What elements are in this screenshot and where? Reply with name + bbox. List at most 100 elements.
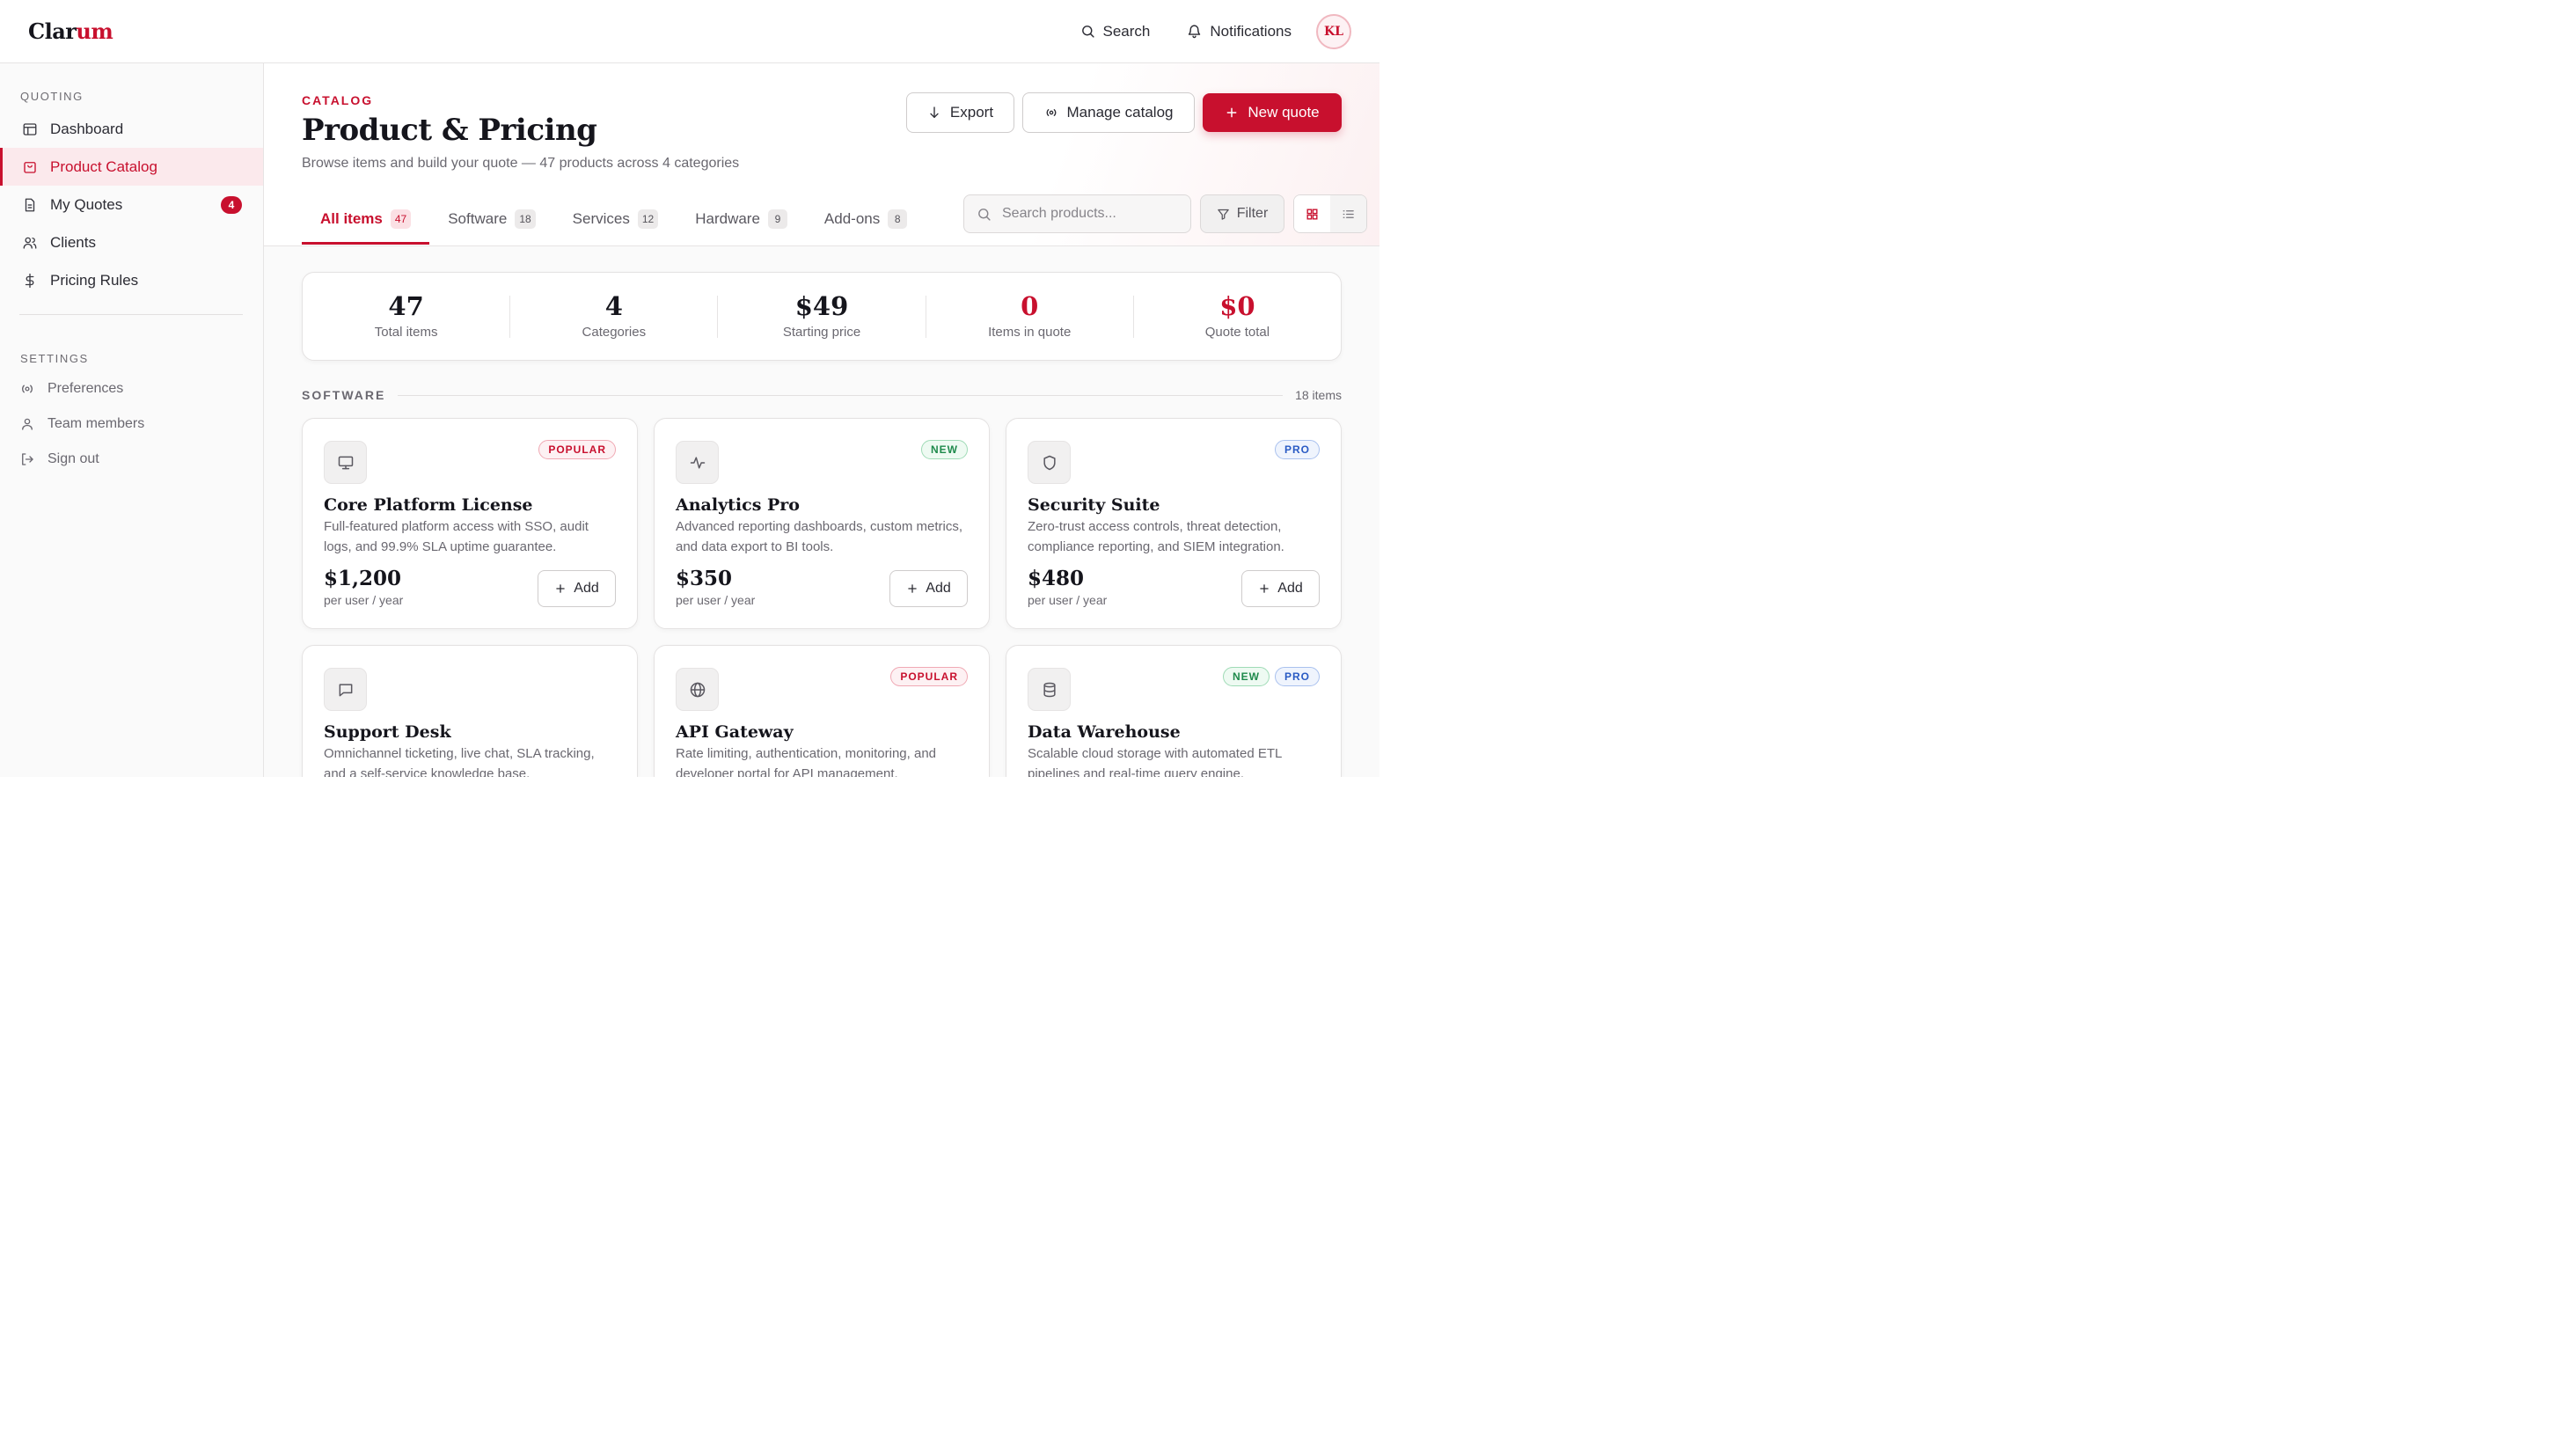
stat-label: Total items	[374, 325, 438, 340]
preferences-icon	[1046, 109, 1056, 116]
layout-icon	[23, 122, 37, 135]
filter-icon	[1217, 209, 1229, 220]
filter-button[interactable]: Filter	[1200, 194, 1284, 233]
sidebar-item-sign-out[interactable]: Sign out	[0, 440, 263, 478]
new-badge: NEW	[921, 440, 968, 459]
stat-value: 0	[1021, 291, 1039, 321]
tab-label: Hardware	[695, 210, 760, 227]
tab-label: All items	[320, 210, 383, 227]
manage-catalog-button[interactable]: Manage catalog	[1022, 92, 1195, 133]
grid-icon	[1306, 209, 1318, 219]
section-title: SOFTWARE	[302, 388, 386, 402]
sidebar-item-label: Preferences	[48, 380, 124, 396]
tab-count: 12	[637, 209, 659, 229]
add-to-quote-button[interactable]: Add	[538, 570, 616, 607]
tab-count: 9	[767, 209, 787, 229]
search-input[interactable]	[1002, 206, 1178, 222]
stat-label: Quote total	[1204, 325, 1270, 340]
manage-catalog-label: Manage catalog	[1066, 104, 1174, 121]
product-icon-tile	[1028, 668, 1071, 711]
sidebar-divider	[19, 314, 243, 315]
download-icon	[930, 106, 939, 118]
sidebar-item-preferences[interactable]: Preferences	[0, 370, 263, 407]
sidebar-item-team-members[interactable]: Team members	[0, 405, 263, 443]
plus-icon	[556, 584, 565, 593]
product-tags: POPULAR	[538, 440, 616, 459]
product-name: Security Suite	[1028, 495, 1160, 515]
avatar[interactable]: KL	[1316, 13, 1351, 49]
sidebar-item-pricing-rules[interactable]: Pricing Rules	[0, 261, 263, 299]
list-view-button[interactable]	[1330, 195, 1366, 232]
logo[interactable]: Clarum	[28, 18, 113, 44]
section-header-software: SOFTWARE 18 items	[302, 386, 1342, 404]
product-card: Support Desk Omnichannel ticketing, live…	[302, 645, 638, 777]
tab-hardware[interactable]: Hardware 9	[677, 195, 806, 243]
product-name: Data Warehouse	[1028, 722, 1181, 742]
add-to-quote-button[interactable]: Add	[889, 570, 968, 607]
product-price-unit: per user / year	[324, 593, 404, 607]
export-label: Export	[949, 104, 994, 121]
tab-software[interactable]: Software 18	[429, 195, 553, 243]
tab-label: Software	[448, 210, 508, 227]
add-label: Add	[926, 581, 951, 596]
monitor-icon	[338, 456, 353, 469]
notifications-button[interactable]: Notifications	[1187, 23, 1292, 40]
view-toggle	[1293, 194, 1367, 233]
sidebar-section-quoting: QUOTING	[20, 90, 84, 103]
list-icon	[1343, 209, 1354, 218]
section-divider	[398, 394, 1284, 396]
sidebar-item-clients[interactable]: Clients	[0, 223, 263, 261]
tab-all-items[interactable]: All items 47	[302, 195, 430, 245]
product-name: Support Desk	[324, 722, 451, 742]
product-icon-tile	[676, 441, 719, 484]
new-badge: NEW	[1222, 667, 1270, 686]
product-card: NEW Analytics Pro Advanced reporting das…	[654, 418, 990, 629]
quotes-count-badge: 4	[221, 195, 242, 214]
notifications-label: Notifications	[1210, 22, 1292, 40]
page-subtitle: Browse items and build your quote — 47 p…	[302, 156, 740, 171]
page-eyebrow: CATALOG	[302, 93, 374, 107]
pro-badge: PRO	[1274, 440, 1320, 459]
tab-services[interactable]: Services 12	[554, 195, 677, 243]
shopping-bag-icon	[24, 161, 36, 173]
sidebar-item-label: Dashboard	[50, 120, 124, 137]
page-header: CATALOG Product & Pricing Browse items a…	[264, 63, 1379, 246]
pro-badge: PRO	[1274, 667, 1320, 686]
add-label: Add	[574, 581, 599, 596]
product-card: NEW PRO Data Warehouse Scalable cloud st…	[1006, 645, 1342, 777]
add-to-quote-button[interactable]: Add	[1241, 570, 1320, 607]
sidebar-item-my-quotes[interactable]: My Quotes 4	[0, 186, 263, 223]
product-description: Scalable cloud storage with automated ET…	[1028, 746, 1282, 777]
grid-view-button[interactable]	[1294, 195, 1330, 232]
export-button[interactable]: Export	[906, 92, 1014, 133]
page-title: Product & Pricing	[302, 113, 597, 148]
message-icon	[339, 683, 352, 696]
search-icon	[978, 208, 991, 221]
product-card: POPULAR API Gateway Rate limiting, authe…	[654, 645, 990, 777]
product-tags: POPULAR	[890, 667, 968, 686]
plus-icon	[1226, 107, 1237, 118]
new-quote-button[interactable]: New quote	[1203, 93, 1342, 132]
stat-value: $0	[1219, 291, 1255, 321]
users-icon	[23, 237, 37, 249]
product-description: Zero-trust access controls, threat detec…	[1028, 519, 1284, 554]
sidebar-item-dashboard[interactable]: Dashboard	[0, 110, 263, 148]
product-tags: NEW PRO	[1222, 667, 1320, 686]
section-count: 18 items	[1295, 388, 1342, 402]
product-name: Core Platform License	[324, 495, 533, 515]
user-icon	[22, 418, 33, 430]
sidebar-item-label: Sign out	[48, 450, 99, 466]
sidebar-item-product-catalog[interactable]: Product Catalog	[0, 148, 263, 186]
search-label: Search	[1102, 22, 1151, 40]
tab-add-ons[interactable]: Add-ons 8	[806, 195, 926, 243]
search-button[interactable]: Search	[1080, 22, 1151, 40]
plus-icon	[908, 584, 917, 593]
stat-categories: 4 Categories	[510, 293, 719, 340]
stat-quote-total: $0 Quote total	[1134, 291, 1341, 340]
stat-value: $49	[794, 291, 849, 321]
stat-label: Categories	[582, 325, 647, 340]
category-tabs: All items 47 Software 18 Services 12 Hardwa…	[302, 195, 926, 245]
product-card: PRO Security Suite Zero-trust access con…	[1006, 418, 1342, 629]
product-tags: PRO	[1274, 440, 1320, 459]
sidebar-item-label: Clients	[50, 233, 96, 251]
